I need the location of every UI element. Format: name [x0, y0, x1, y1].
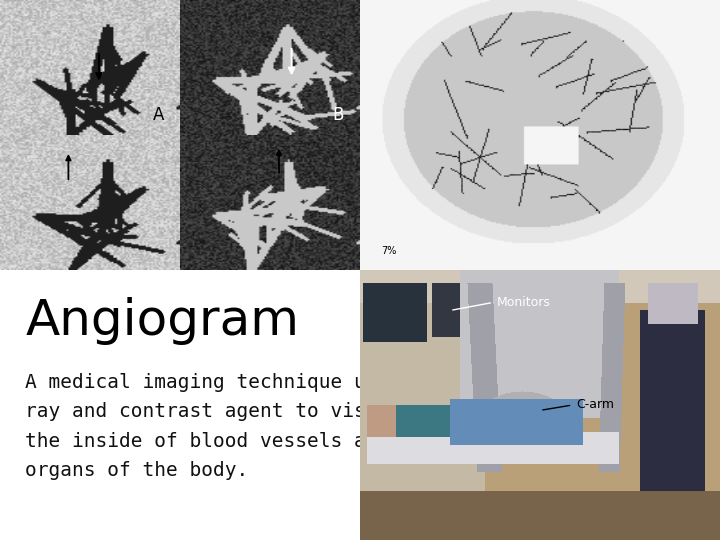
Text: Monitors: Monitors	[497, 296, 551, 309]
Text: A medical imaging technique using x-
ray and contrast agent to visualize
the ins: A medical imaging technique using x- ray…	[25, 373, 448, 480]
Text: 7%: 7%	[382, 246, 397, 256]
Text: Angiogram: Angiogram	[25, 297, 300, 345]
Text: C-arm: C-arm	[576, 399, 614, 411]
Text: A: A	[153, 106, 164, 124]
Text: B: B	[333, 106, 344, 124]
